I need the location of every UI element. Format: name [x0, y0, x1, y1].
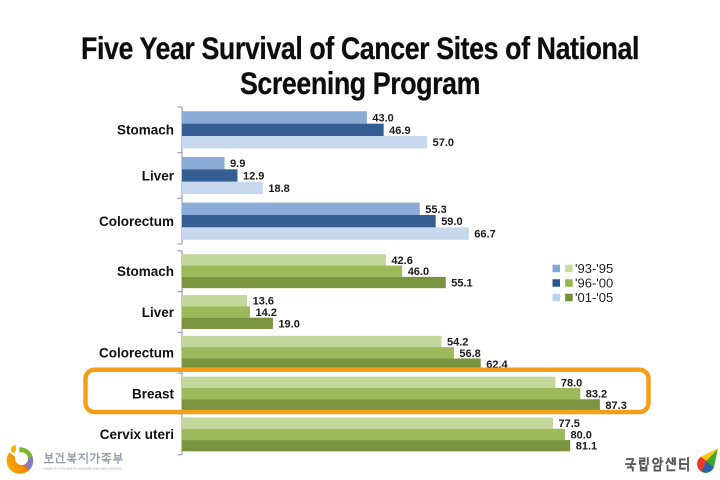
svg-text:Stomach: Stomach [117, 264, 174, 279]
svg-text:55.1: 55.1 [451, 278, 472, 290]
svg-text:80.0: 80.0 [570, 429, 591, 441]
svg-text:77.5: 77.5 [558, 418, 579, 430]
svg-text:Liver: Liver [142, 168, 175, 183]
svg-text:'96-'00: '96-'00 [575, 276, 613, 291]
svg-text:56.8: 56.8 [459, 348, 480, 360]
svg-text:Liver: Liver [142, 305, 175, 320]
svg-text:42.6: 42.6 [391, 255, 412, 267]
svg-text:Cervix uteri: Cervix uteri [100, 427, 174, 442]
svg-text:66.7: 66.7 [474, 229, 495, 241]
svg-text:78.0: 78.0 [561, 377, 582, 389]
svg-text:87.3: 87.3 [605, 400, 626, 412]
svg-text:13.6: 13.6 [253, 296, 274, 308]
svg-text:19.0: 19.0 [278, 318, 299, 330]
svg-text:Colorectum: Colorectum [99, 346, 174, 361]
svg-text:14.2: 14.2 [255, 307, 276, 319]
svg-text:43.0: 43.0 [372, 112, 393, 124]
svg-text:'93-'95: '93-'95 [575, 261, 613, 276]
svg-text:83.2: 83.2 [586, 389, 607, 401]
svg-text:81.1: 81.1 [576, 441, 597, 453]
svg-text:46.0: 46.0 [408, 266, 429, 278]
svg-text:Stomach: Stomach [117, 123, 174, 138]
svg-text:MINISTRY FOR HEALTH, WELFARE A: MINISTRY FOR HEALTH, WELFARE AND FAMILY … [44, 467, 123, 471]
svg-text:54.2: 54.2 [447, 337, 468, 349]
svg-text:Colorectum: Colorectum [99, 214, 174, 229]
svg-text:57.0: 57.0 [433, 137, 454, 149]
svg-text:9.9: 9.9 [230, 158, 245, 170]
svg-text:Breast: Breast [132, 386, 175, 401]
svg-text:18.8: 18.8 [268, 183, 289, 195]
svg-text:55.3: 55.3 [425, 204, 446, 216]
svg-text:46.9: 46.9 [389, 125, 410, 137]
svg-text:'01-'05: '01-'05 [575, 290, 613, 305]
svg-text:12.9: 12.9 [243, 171, 264, 183]
svg-text:59.0: 59.0 [441, 216, 462, 228]
